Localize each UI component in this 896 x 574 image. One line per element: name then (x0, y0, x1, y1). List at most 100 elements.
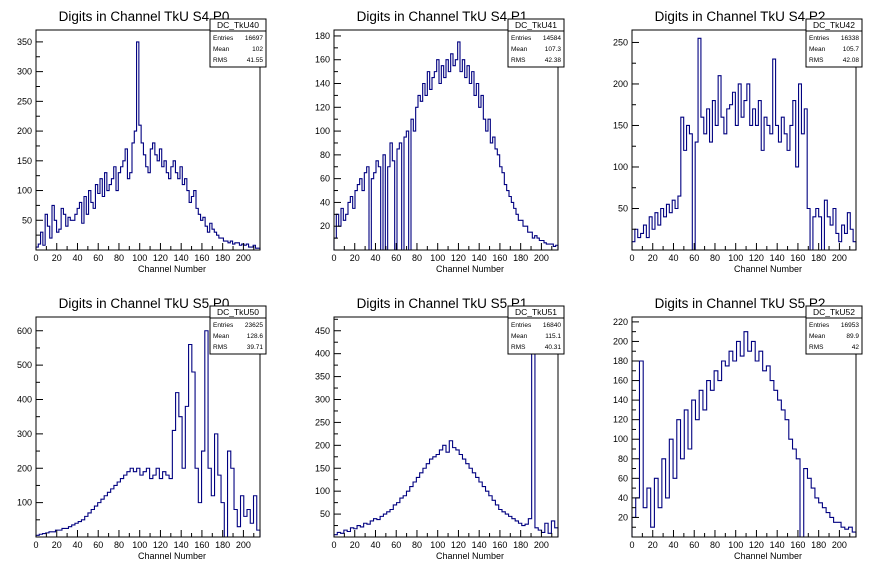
y-tick-label: 300 (315, 395, 330, 405)
x-tick-label: 160 (790, 253, 805, 263)
y-tick-label: 450 (315, 326, 330, 336)
histogram-panel-3: Digits in Channel TkU S4 P2 0 20 40 60 80 100 1… (613, 9, 863, 274)
stats-label: RMS (511, 57, 526, 64)
x-tick-label: 20 (350, 253, 360, 263)
y-tick-label: 200 (17, 126, 32, 136)
stats-value: 42 (852, 344, 860, 351)
stats-box: DC_TkU40 Entries 16697 Mean 102 RMS 41.55 (209, 18, 267, 68)
y-tick-label: 350 (17, 37, 32, 47)
y-tick-label: 50 (618, 203, 628, 213)
chart-title: Digits in Channel TkU S4 P2 (655, 9, 826, 24)
x-tick-label: 60 (391, 540, 401, 550)
y-tick-label: 200 (17, 463, 32, 473)
x-tick-label: 200 (534, 540, 549, 550)
x-tick-label: 200 (832, 540, 847, 550)
stats-value: 102 (252, 46, 263, 53)
x-tick-label: 40 (72, 540, 82, 550)
chart-title: Digits in Channel TkU S5 P0 (59, 296, 230, 311)
stats-label: Mean (213, 333, 230, 340)
x-tick-label: 120 (153, 253, 168, 263)
x-tick-label: 80 (710, 540, 720, 550)
stats-label: Entries (511, 322, 532, 329)
x-tick-label: 100 (728, 253, 743, 263)
x-tick-label: 60 (93, 540, 103, 550)
stats-name: DC_TkU41 (515, 20, 557, 30)
x-tick-label: 0 (331, 540, 336, 550)
x-tick-label: 120 (749, 253, 764, 263)
y-tick-label: 200 (613, 79, 628, 89)
x-axis-label: Channel Number (734, 264, 802, 274)
y-tick-label: 60 (618, 473, 628, 483)
y-tick-label: 250 (613, 37, 628, 47)
stats-value: 16697 (245, 35, 263, 42)
x-tick-label: 180 (513, 253, 528, 263)
stats-box: DC_TkU52 Entries 16953 Mean 89.9 RMS 42 (805, 305, 863, 355)
stats-name: DC_TkU50 (217, 307, 259, 317)
histogram-panel-6: Digits in Channel TkU S5 P2 0 20 40 60 80 100 1… (613, 296, 863, 561)
x-tick-label: 80 (114, 253, 124, 263)
y-tick-label: 50 (22, 215, 32, 225)
stats-label: Entries (809, 322, 830, 329)
stats-label: RMS (511, 344, 526, 351)
chart-title: Digits in Channel TkU S4 P1 (357, 9, 528, 24)
y-tick-label: 160 (613, 376, 628, 386)
x-tick-label: 100 (728, 540, 743, 550)
x-tick-label: 160 (194, 540, 209, 550)
y-tick-label: 200 (613, 336, 628, 346)
x-tick-label: 100 (430, 540, 445, 550)
x-tick-label: 40 (668, 540, 678, 550)
x-tick-label: 140 (472, 540, 487, 550)
stats-box: DC_TkU42 Entries 16338 Mean 105.7 RMS 42.08 (805, 18, 863, 68)
y-tick-label: 180 (613, 356, 628, 366)
stats-label: Mean (511, 333, 528, 340)
y-tick-label: 160 (315, 55, 330, 65)
x-tick-label: 180 (215, 540, 230, 550)
y-tick-label: 150 (315, 463, 330, 473)
plot-frame (631, 29, 857, 251)
x-tick-label: 20 (648, 540, 658, 550)
stats-name: DC_TkU42 (813, 20, 855, 30)
y-tick-label: 200 (315, 440, 330, 450)
x-tick-label: 180 (811, 253, 826, 263)
histogram-panel-4: Digits in Channel TkU S5 P0 0 20 40 60 80 100 1… (17, 296, 267, 561)
x-tick-label: 40 (370, 540, 380, 550)
plot-frame (35, 316, 261, 538)
y-tick-label: 50 (320, 509, 330, 519)
stats-value: 14584 (543, 35, 561, 42)
histogram-line (333, 321, 559, 537)
y-tick-label: 40 (618, 493, 628, 503)
x-tick-label: 200 (534, 253, 549, 263)
stats-value: 16338 (841, 35, 859, 42)
stats-label: Mean (809, 333, 826, 340)
x-tick-label: 100 (132, 540, 147, 550)
x-tick-label: 0 (331, 253, 336, 263)
stats-value: 115.1 (545, 333, 561, 340)
y-tick-label: 100 (17, 498, 32, 508)
y-tick-label: 500 (17, 360, 32, 370)
x-tick-label: 200 (832, 253, 847, 263)
stats-box-frame (209, 305, 267, 355)
x-axis-label: Channel Number (734, 551, 802, 561)
stats-box: DC_TkU50 Entries 23625 Mean 128.6 RMS 39.71 (209, 305, 267, 355)
x-tick-label: 40 (72, 253, 82, 263)
stats-box-frame (805, 18, 863, 68)
y-tick-label: 220 (613, 317, 628, 327)
y-tick-label: 20 (618, 512, 628, 522)
stats-label: RMS (809, 344, 824, 351)
x-tick-label: 120 (749, 540, 764, 550)
y-tick-label: 250 (17, 96, 32, 106)
x-tick-label: 120 (153, 540, 168, 550)
stats-value: 39.71 (247, 344, 264, 351)
x-tick-label: 20 (52, 540, 62, 550)
histogram-panel-5: Digits in Channel TkU S5 P1 0 20 40 60 80 100 1… (315, 296, 565, 561)
x-tick-label: 0 (629, 540, 634, 550)
y-tick-label: 100 (315, 486, 330, 496)
x-tick-label: 120 (451, 540, 466, 550)
stats-value: 16840 (543, 322, 561, 329)
y-tick-label: 20 (320, 221, 330, 231)
y-tick-label: 60 (320, 174, 330, 184)
x-tick-label: 180 (513, 540, 528, 550)
stats-label: Mean (809, 46, 826, 53)
stats-box: DC_TkU51 Entries 16840 Mean 115.1 RMS 40.31 (507, 305, 565, 355)
stats-box-frame (507, 305, 565, 355)
